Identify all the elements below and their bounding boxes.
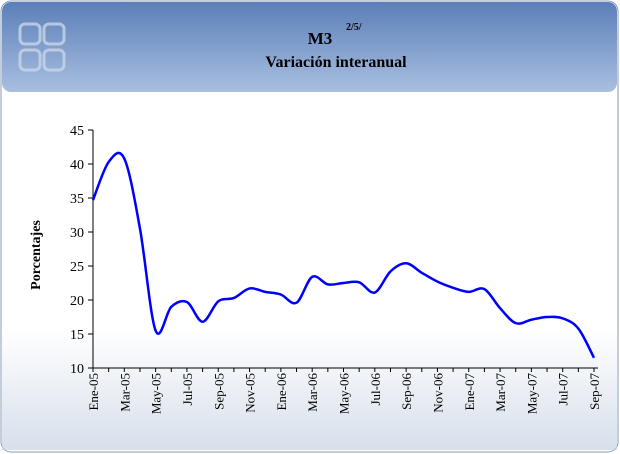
x-tick-label: Mar-05 xyxy=(117,373,132,412)
x-tick-label: Ene-06 xyxy=(274,373,289,411)
y-tick-label: 20 xyxy=(70,294,84,309)
x-tick-label: May-05 xyxy=(149,373,164,414)
y-tick-label: 10 xyxy=(70,362,84,377)
x-tick-label: Jul-05 xyxy=(180,373,195,406)
y-axis-label: Porcentajes xyxy=(29,220,44,290)
chart-subtitle: Variación interanual xyxy=(265,54,407,71)
x-tick-label: Jul-06 xyxy=(368,373,383,406)
y-tick-label: 40 xyxy=(70,158,84,173)
chart: M3 2/5/ Variación interanual Porcentajes… xyxy=(0,0,620,454)
x-tick-label: May-07 xyxy=(524,373,539,415)
x-tick-label: Sep-07 xyxy=(587,373,602,410)
y-tick-label: 25 xyxy=(70,260,84,275)
title-note: 2/5/ xyxy=(346,22,362,33)
x-tick-label: May-06 xyxy=(337,373,352,415)
chart-title: M3 xyxy=(308,29,333,48)
x-tick-label: Nov-05 xyxy=(243,373,258,413)
y-tick-label: 45 xyxy=(70,124,84,139)
y-tick-label: 15 xyxy=(70,328,84,343)
x-tick-label: Mar-07 xyxy=(493,373,508,412)
y-tick-label: 35 xyxy=(70,192,84,207)
x-tick-label: Ene-05 xyxy=(86,373,101,411)
slide: M3 2/5/ Variación interanual Porcentajes… xyxy=(0,0,620,454)
x-tick-label: Sep-05 xyxy=(211,373,226,410)
x-tick-label: Mar-06 xyxy=(305,373,320,412)
x-tick-label: Nov-06 xyxy=(430,373,445,413)
y-tick-label: 30 xyxy=(70,226,84,241)
x-tick-label: Ene-07 xyxy=(462,373,477,411)
x-tick-label: Jul-07 xyxy=(556,373,571,406)
x-tick-label: Sep-06 xyxy=(399,373,414,410)
